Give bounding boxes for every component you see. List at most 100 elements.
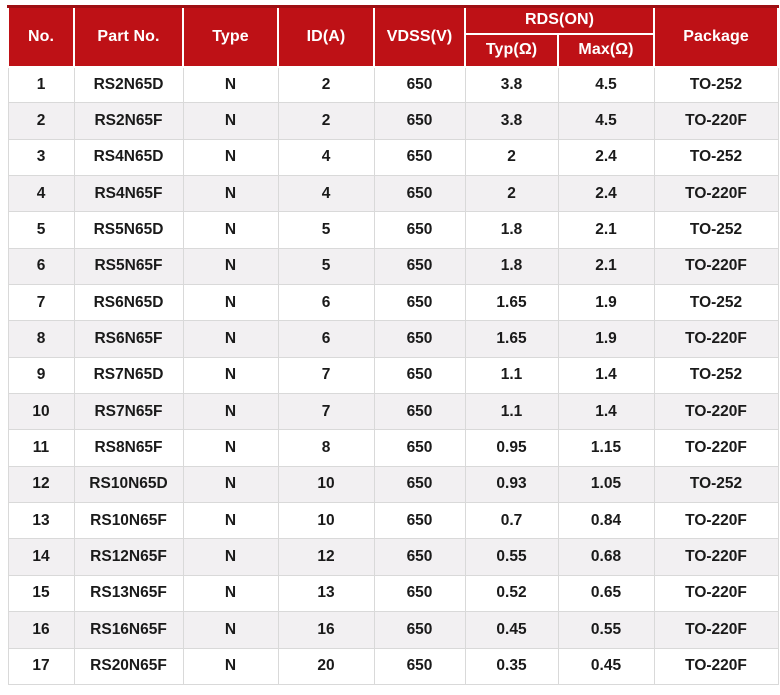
cell-part-no: RS5N65F xyxy=(73,247,184,286)
cell-rds-typ: 0.35 xyxy=(464,647,559,685)
cell-rds-max: 1.4 xyxy=(557,393,655,431)
cell-no: 13 xyxy=(7,502,75,540)
cell-part-no: RS6N65D xyxy=(73,284,184,322)
header-row: No. Part No. Type ID(A) VDSS(V) RDS(ON) … xyxy=(7,5,780,68)
cell-vdss: 650 xyxy=(373,247,466,286)
cell-rds-max: 1.9 xyxy=(557,284,655,322)
col-header-no: No. xyxy=(7,5,75,68)
cell-id-a: 6 xyxy=(277,284,375,322)
cell-type: N xyxy=(182,102,279,140)
cell-rds-typ: 2 xyxy=(464,175,559,213)
cell-part-no: RS10N65F xyxy=(73,502,184,540)
cell-package: TO-220F xyxy=(653,502,779,540)
col-header-max-ohm: Max(Ω) xyxy=(556,32,656,68)
table-row: 8 RS6N65F N 6 650 1.65 1.9 TO-220F xyxy=(7,320,779,358)
cell-type: N xyxy=(182,356,279,395)
table-row: 12 RS10N65D N 10 650 0.93 1.05 TO-252 xyxy=(7,465,779,504)
cell-id-a: 20 xyxy=(277,647,375,685)
cell-vdss: 650 xyxy=(373,538,466,576)
cell-vdss: 650 xyxy=(373,211,466,249)
cell-type: N xyxy=(182,393,279,431)
cell-part-no: RS8N65F xyxy=(73,429,184,467)
table-row: 3 RS4N65D N 4 650 2 2.4 TO-252 xyxy=(7,138,779,177)
cell-type: N xyxy=(182,284,279,322)
col-header-type: Type xyxy=(182,5,279,68)
cell-id-a: 10 xyxy=(277,465,375,504)
cell-rds-max: 4.5 xyxy=(557,65,655,104)
table-header: No. Part No. Type ID(A) VDSS(V) RDS(ON) … xyxy=(7,5,780,68)
cell-no: 14 xyxy=(7,538,75,576)
table-row: 6 RS5N65F N 5 650 1.8 2.1 TO-220F xyxy=(7,247,779,286)
cell-rds-max: 0.65 xyxy=(557,574,655,613)
cell-rds-typ: 0.93 xyxy=(464,465,559,504)
cell-id-a: 12 xyxy=(277,538,375,576)
cell-vdss: 650 xyxy=(373,611,466,649)
cell-rds-max: 1.4 xyxy=(557,356,655,395)
cell-id-a: 5 xyxy=(277,247,375,286)
col-header-id-a: ID(A) xyxy=(277,5,375,68)
cell-id-a: 6 xyxy=(277,320,375,358)
cell-rds-max: 0.68 xyxy=(557,538,655,576)
cell-part-no: RS4N65F xyxy=(73,175,184,213)
cell-type: N xyxy=(182,247,279,286)
cell-no: 1 xyxy=(7,65,75,104)
cell-type: N xyxy=(182,429,279,467)
cell-id-a: 16 xyxy=(277,611,375,649)
cell-id-a: 10 xyxy=(277,502,375,540)
cell-vdss: 650 xyxy=(373,502,466,540)
cell-rds-max: 1.9 xyxy=(557,320,655,358)
cell-no: 6 xyxy=(7,247,75,286)
table-row: 15 RS13N65F N 13 650 0.52 0.65 TO-220F xyxy=(7,574,779,613)
cell-no: 9 xyxy=(7,356,75,395)
cell-no: 11 xyxy=(7,429,75,467)
table-row: 10 RS7N65F N 7 650 1.1 1.4 TO-220F xyxy=(7,393,779,431)
cell-vdss: 650 xyxy=(373,429,466,467)
cell-rds-typ: 0.7 xyxy=(464,502,559,540)
cell-package: TO-252 xyxy=(653,284,779,322)
cell-rds-typ: 1.65 xyxy=(464,284,559,322)
cell-vdss: 650 xyxy=(373,102,466,140)
cell-vdss: 650 xyxy=(373,465,466,504)
cell-type: N xyxy=(182,65,279,104)
cell-rds-max: 4.5 xyxy=(557,102,655,140)
table-row: 2 RS2N65F N 2 650 3.8 4.5 TO-220F xyxy=(7,102,779,140)
cell-part-no: RS2N65D xyxy=(73,65,184,104)
mosfet-spec-table: No. Part No. Type ID(A) VDSS(V) RDS(ON) … xyxy=(7,5,780,685)
cell-rds-max: 2.1 xyxy=(557,211,655,249)
cell-type: N xyxy=(182,175,279,213)
cell-part-no: RS7N65D xyxy=(73,356,184,395)
cell-package: TO-252 xyxy=(653,138,779,177)
cell-vdss: 650 xyxy=(373,138,466,177)
cell-type: N xyxy=(182,138,279,177)
cell-vdss: 650 xyxy=(373,393,466,431)
cell-vdss: 650 xyxy=(373,284,466,322)
cell-rds-max: 2.1 xyxy=(557,247,655,286)
cell-part-no: RS13N65F xyxy=(73,574,184,613)
cell-no: 7 xyxy=(7,284,75,322)
cell-no: 4 xyxy=(7,175,75,213)
table-row: 9 RS7N65D N 7 650 1.1 1.4 TO-252 xyxy=(7,356,779,395)
cell-rds-max: 0.55 xyxy=(557,611,655,649)
cell-package: TO-220F xyxy=(653,574,779,613)
cell-no: 2 xyxy=(7,102,75,140)
cell-id-a: 2 xyxy=(277,65,375,104)
cell-id-a: 7 xyxy=(277,356,375,395)
cell-rds-typ: 1.8 xyxy=(464,247,559,286)
cell-part-no: RS10N65D xyxy=(73,465,184,504)
cell-rds-max: 1.15 xyxy=(557,429,655,467)
cell-part-no: RS12N65F xyxy=(73,538,184,576)
cell-rds-typ: 3.8 xyxy=(464,102,559,140)
header-subrow: Typ(Ω) Max(Ω) xyxy=(8,32,778,68)
cell-part-no: RS4N65D xyxy=(73,138,184,177)
cell-package: TO-252 xyxy=(653,211,779,249)
cell-package: TO-220F xyxy=(653,320,779,358)
cell-type: N xyxy=(182,211,279,249)
cell-no: 16 xyxy=(7,611,75,649)
cell-package: TO-220F xyxy=(653,102,779,140)
cell-package: TO-220F xyxy=(653,247,779,286)
cell-rds-typ: 1.1 xyxy=(464,393,559,431)
table-row: 11 RS8N65F N 8 650 0.95 1.15 TO-220F xyxy=(7,429,779,467)
cell-rds-max: 2.4 xyxy=(557,175,655,213)
cell-no: 17 xyxy=(7,647,75,685)
cell-type: N xyxy=(182,502,279,540)
